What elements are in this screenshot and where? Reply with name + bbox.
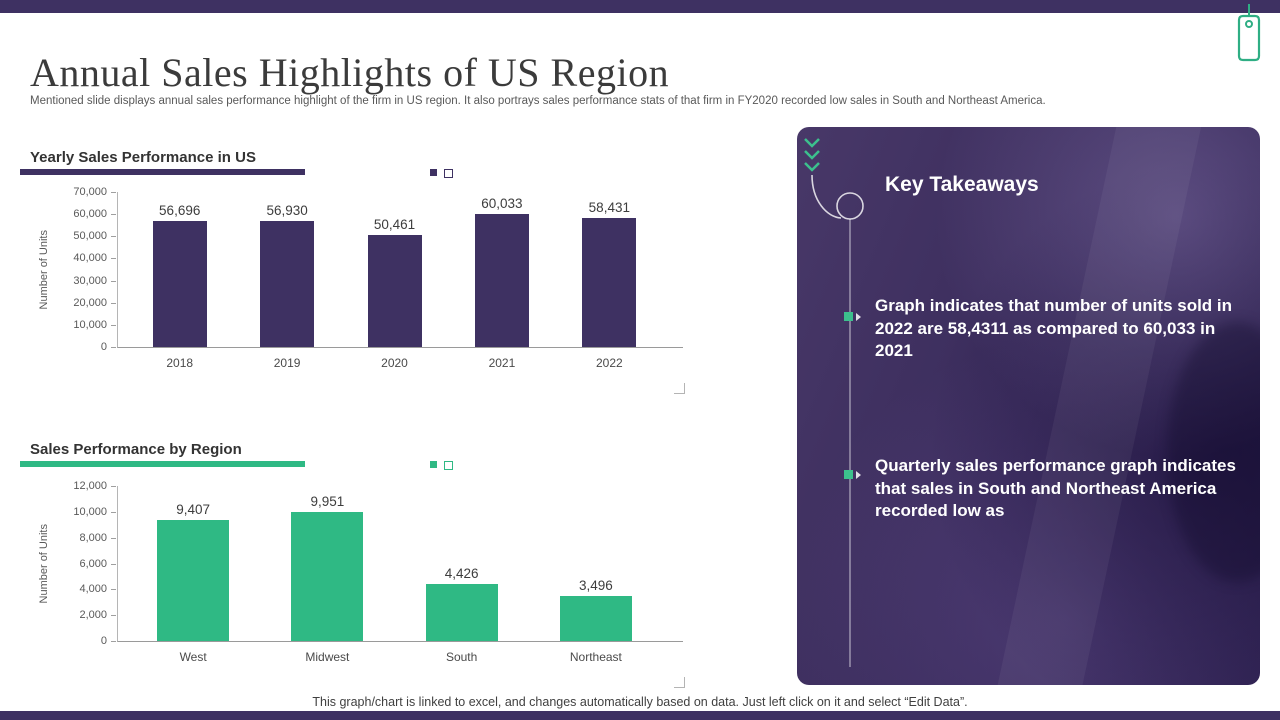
top-accent-bar <box>0 0 1280 13</box>
key-takeaways-title: Key Takeaways <box>885 173 1039 196</box>
y-tick-label: 50,000 <box>73 230 116 243</box>
y-tick-label: 12,000 <box>73 480 116 492</box>
y-axis: 70,000 60,000 50,000 40,000 30,000 20,000 10,0… <box>53 186 117 353</box>
bar <box>260 220 315 347</box>
x-category-label: 2020 <box>381 356 408 370</box>
x-category-label: 2019 <box>273 356 301 370</box>
bar-value-label: 58,431 <box>588 199 630 215</box>
takeaway-bullet-1: Graph indicates that number of units sol… <box>875 296 1233 361</box>
bar-value-label: 3,496 <box>578 577 613 593</box>
x-category-label: 2022 <box>595 356 623 370</box>
page-title: Annual Sales Highlights of US Region <box>30 49 670 95</box>
chart-object-corner-handle[interactable] <box>674 383 685 394</box>
bar <box>474 214 529 347</box>
x-category-label: 2021 <box>488 356 516 370</box>
y-tick-label: 20,000 <box>73 296 116 309</box>
bar <box>582 217 637 347</box>
excel-link-note: This graph/chart is linked to excel, and… <box>312 695 968 709</box>
bar-column: 3,496 Northeast <box>529 486 663 664</box>
bar-column: 4,426 South <box>395 486 529 664</box>
bar <box>559 595 632 641</box>
section-heading-yearly: Yearly Sales Performance in US <box>30 149 256 167</box>
y-tick-label: 6,000 <box>79 557 116 570</box>
timeline-marker-arrow-icon <box>856 471 861 479</box>
y-tick-label: 10,000 <box>73 318 116 331</box>
y-tick-label: 10,000 <box>73 505 116 518</box>
bar-column: 58,431 2022 <box>556 192 663 370</box>
chevron-down-icons <box>804 138 820 172</box>
bar-column: 56,696 2018 <box>126 192 233 370</box>
y-tick-label: 4,000 <box>79 583 116 596</box>
y-tick-label: 0 <box>100 635 117 647</box>
bar-chart-yearly-sales[interactable]: Number of Units 70,000 60,000 50,000 40,000… <box>35 186 683 370</box>
bar-column: 56,930 2019 <box>233 192 340 370</box>
chart-object-corner-handle[interactable] <box>674 677 685 688</box>
bar-value-label: 60,033 <box>481 196 523 212</box>
bar-column: 9,951 Midwest <box>260 486 394 664</box>
x-category-label: Northeast <box>569 650 622 664</box>
bar-value-label: 56,696 <box>159 203 201 219</box>
bar-value-label: 9,951 <box>310 494 345 510</box>
bar <box>367 235 422 347</box>
tag-icon <box>1237 4 1261 62</box>
bar <box>157 519 230 641</box>
y-tick-label: 60,000 <box>73 208 116 221</box>
y-tick-label: 30,000 <box>73 274 116 287</box>
bar-value-label: 56,930 <box>266 202 308 218</box>
x-category-label: West <box>179 650 207 664</box>
bar-column: 9,407 West <box>126 486 260 664</box>
timeline-marker-icon <box>844 470 853 479</box>
legend-square-outline-yearly <box>444 169 453 178</box>
y-axis-title: Number of Units <box>38 523 50 604</box>
x-category-label: 2018 <box>166 356 194 370</box>
timeline-marker-icon <box>844 312 853 321</box>
y-axis-title: Number of Units <box>38 229 50 310</box>
takeaway-bullet-2: Quarterly sales performance graph indica… <box>875 456 1236 521</box>
x-category-label: South <box>445 650 478 664</box>
key-takeaways-panel: Key Takeaways Graph indicates that numbe… <box>797 127 1260 685</box>
legend-square-outline-region <box>444 461 453 470</box>
plot-area: 56,696 2018 56,930 2019 50,461 2020 60,033 2021… <box>117 192 683 370</box>
bar-column: 60,033 2021 <box>448 192 555 370</box>
section-underline-region <box>20 461 305 467</box>
panel-decoration <box>804 138 864 667</box>
timeline-marker-arrow-icon <box>856 313 861 321</box>
section-underline-yearly <box>20 169 305 175</box>
bar-value-label: 4,426 <box>444 565 479 581</box>
bottom-accent-bar <box>0 711 1280 720</box>
page-subtitle: Mentioned slide displays annual sales pe… <box>30 94 1046 107</box>
x-category-label: Midwest <box>305 650 350 664</box>
bar <box>425 583 498 641</box>
bar <box>291 512 364 641</box>
section-heading-region: Sales Performance by Region <box>30 441 242 459</box>
y-tick-label: 70,000 <box>73 186 116 198</box>
bar <box>152 221 207 347</box>
y-tick-label: 8,000 <box>79 531 116 544</box>
y-tick-label: 2,000 <box>79 609 116 622</box>
bar-column: 50,461 2020 <box>341 192 448 370</box>
plot-area: 9,407 West 9,951 Midwest 4,426 South 3,496 Nort… <box>117 486 683 664</box>
legend-square-filled-region <box>430 461 437 468</box>
y-axis: 12,000 10,000 8,000 6,000 4,000 2,000 0 <box>53 480 117 647</box>
legend-square-filled-yearly <box>430 169 437 176</box>
y-tick-label: 0 <box>100 341 117 353</box>
bar-value-label: 9,407 <box>176 501 211 517</box>
bar-value-label: 50,461 <box>373 217 416 233</box>
y-tick-label: 40,000 <box>73 252 116 265</box>
bar-chart-region-sales[interactable]: Number of Units 12,000 10,000 8,000 6,000 4,… <box>35 480 683 664</box>
